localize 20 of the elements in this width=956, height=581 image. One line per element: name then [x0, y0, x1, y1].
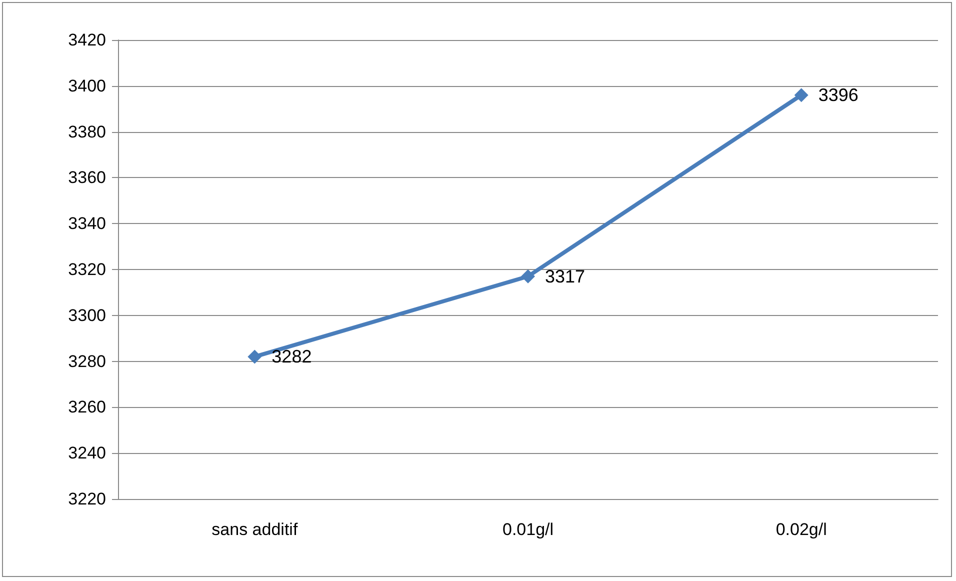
y-tick-label: 3360: [68, 168, 106, 188]
point: [521, 269, 535, 284]
y-tick-label: 3300: [68, 306, 106, 325]
y-tick-label: 3400: [68, 76, 106, 96]
y-tick-label: 3420: [68, 30, 106, 50]
data-label: 3282: [272, 346, 312, 367]
data-label: 3396: [818, 85, 858, 106]
y-tick-label: 3240: [68, 444, 106, 463]
x-tick-label: 0.01g/l: [502, 520, 554, 539]
y-tick-label: 3380: [68, 122, 106, 142]
x-tick-label: 0.02g/l: [776, 520, 827, 539]
y-tick-label: 3220: [68, 490, 106, 508]
data-label: 3317: [545, 266, 586, 286]
x-tick-label: sans additif: [212, 520, 298, 539]
y-tick-label: 3320: [68, 260, 106, 279]
y-tick-label: 3340: [68, 214, 106, 234]
y-tick-label: 3280: [68, 352, 106, 371]
point: [248, 350, 262, 364]
y-tick-label: 3260: [68, 398, 106, 417]
point: [794, 88, 808, 102]
